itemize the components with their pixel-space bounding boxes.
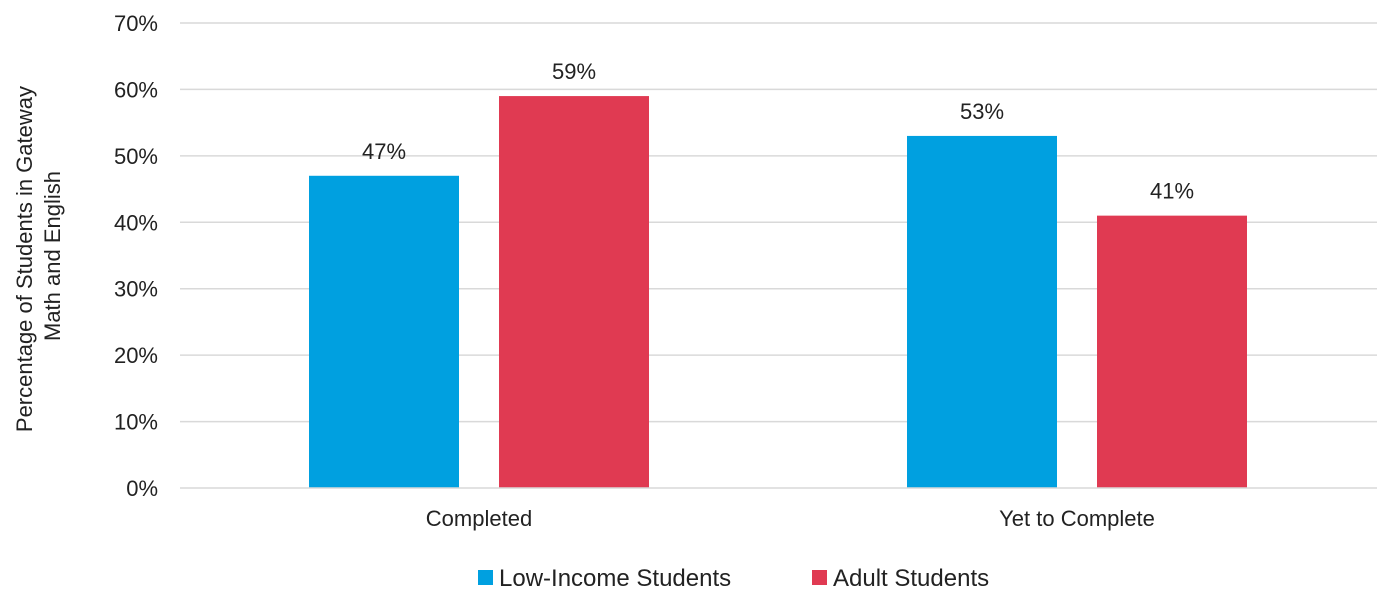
y-axis-ticks: 0% 10% 20% 30% 40% 50% 60% 70%: [114, 11, 158, 501]
y-tick-label: 50%: [114, 144, 158, 169]
y-tick-label: 70%: [114, 11, 158, 36]
legend-label: Adult Students: [833, 565, 989, 589]
data-label: 59%: [552, 59, 596, 84]
legend-swatch: [812, 570, 827, 585]
data-label: 53%: [960, 99, 1004, 124]
x-axis-ticks: Completed Yet to Complete: [426, 506, 1155, 531]
legend: Low-Income Students Adult Students: [478, 565, 989, 592]
bar: [499, 96, 649, 489]
bars: [309, 96, 1247, 489]
bar: [309, 175, 459, 489]
y-tick-label: 40%: [114, 210, 158, 235]
data-labels: 47% 59% 53% 41%: [362, 59, 1194, 204]
data-label: 41%: [1150, 179, 1194, 204]
data-label: 47%: [362, 139, 406, 164]
legend-swatch: [478, 570, 493, 585]
legend-label: Low-Income Students: [499, 565, 731, 589]
y-tick-label: 30%: [114, 277, 158, 302]
y-tick-label: 0%: [126, 476, 158, 501]
y-tick-label: 60%: [114, 77, 158, 102]
y-axis-label-line-1: Percentage of Students in Gateway: [12, 86, 37, 432]
bar: [1097, 215, 1247, 488]
y-tick-label: 10%: [114, 410, 158, 435]
y-tick-label: 20%: [114, 343, 158, 368]
bar: [907, 135, 1057, 488]
y-axis-label: Percentage of Students in Gateway Math a…: [12, 80, 65, 432]
y-axis-label-line-2: Math and English: [40, 171, 65, 341]
x-tick-label: Completed: [426, 506, 532, 531]
x-tick-label: Yet to Complete: [999, 506, 1155, 531]
